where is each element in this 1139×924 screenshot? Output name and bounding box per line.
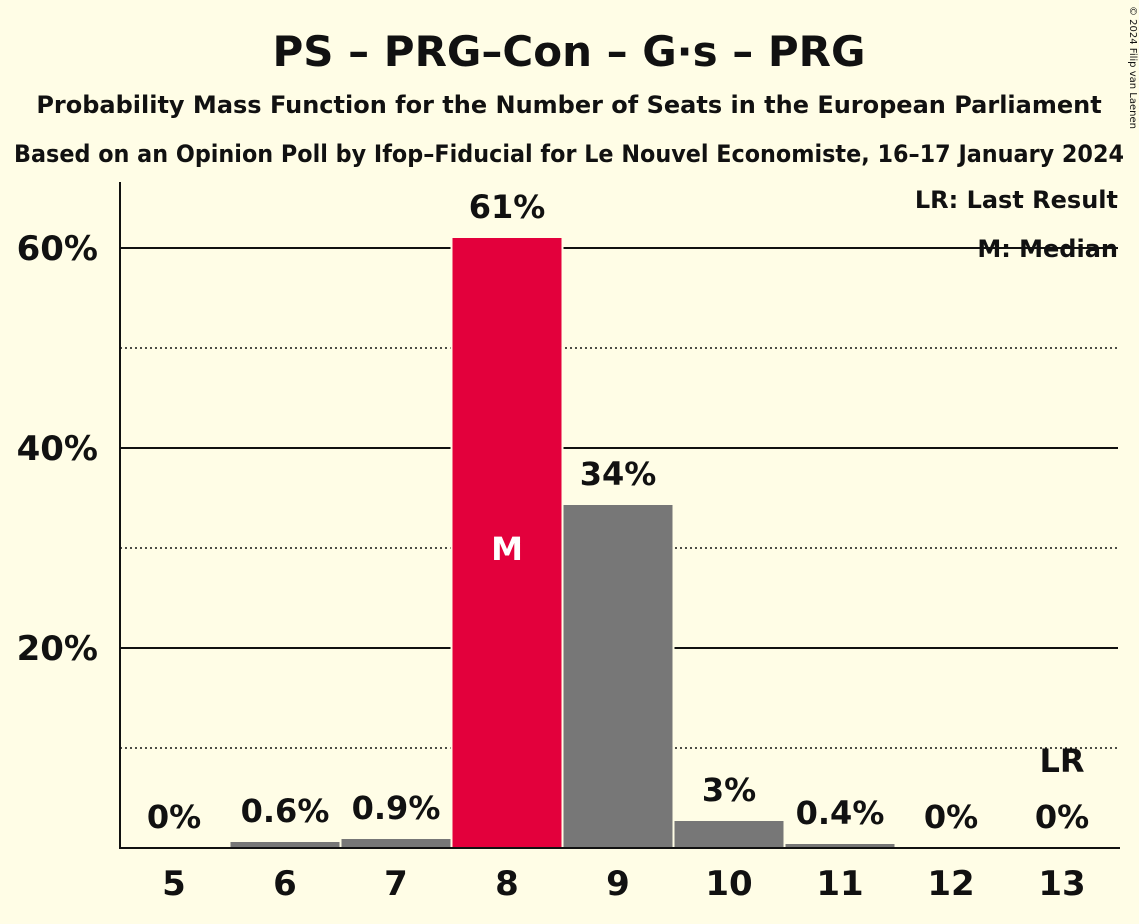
bar <box>230 842 340 848</box>
copyright-notice: © 2024 Filip van Laenen <box>1127 6 1138 129</box>
x-tick-label: 8 <box>495 864 519 904</box>
data-label: 3% <box>702 771 756 809</box>
y-tick-label: 20% <box>17 629 98 669</box>
x-tick-label: 13 <box>1038 864 1085 904</box>
bar <box>785 844 895 848</box>
y-tick-label: 60% <box>17 229 98 269</box>
data-label: 0.4% <box>796 794 885 832</box>
bar <box>563 505 673 848</box>
chart-subtitle: Probability Mass Function for the Number… <box>36 91 1101 119</box>
data-label: 0% <box>924 798 978 836</box>
x-tick-label: 5 <box>162 864 186 904</box>
x-tick-label: 6 <box>273 864 297 904</box>
data-label: 0.6% <box>241 792 330 830</box>
bar <box>674 821 784 848</box>
legend-last-result: LR: Last Result <box>915 186 1118 214</box>
x-tick-label: 10 <box>705 864 752 904</box>
bar <box>341 839 451 848</box>
x-tick-label: 11 <box>816 864 863 904</box>
bars-layer <box>228 236 897 848</box>
legend: LR: Last Result M: Median <box>915 186 1118 263</box>
data-label: 0% <box>1035 798 1089 836</box>
legend-median: M: Median <box>977 235 1118 263</box>
data-label: 34% <box>580 455 657 493</box>
x-tick-label: 7 <box>384 864 408 904</box>
data-label: 0% <box>147 798 201 836</box>
chart-subtitle-source: Based on an Opinion Poll by Ifop–Fiducia… <box>14 140 1124 168</box>
bar-median <box>452 238 562 848</box>
x-tick-label: 9 <box>606 864 630 904</box>
last-result-marker: LR <box>1039 742 1084 780</box>
data-label: 61% <box>469 188 546 226</box>
data-label: 0.9% <box>352 789 441 827</box>
x-tick-label: 12 <box>927 864 974 904</box>
median-marker: M <box>491 530 523 568</box>
labels-layer: 20% 40% 60% 0% 5 0.6% 6 0.9% 7 61% 8 M 34% 9 3% 10 0.4% 1… <box>17 188 1090 904</box>
y-tick-label: 40% <box>17 429 98 469</box>
chart-title: PS – PRG–Con – G·s – PRG <box>273 27 866 76</box>
